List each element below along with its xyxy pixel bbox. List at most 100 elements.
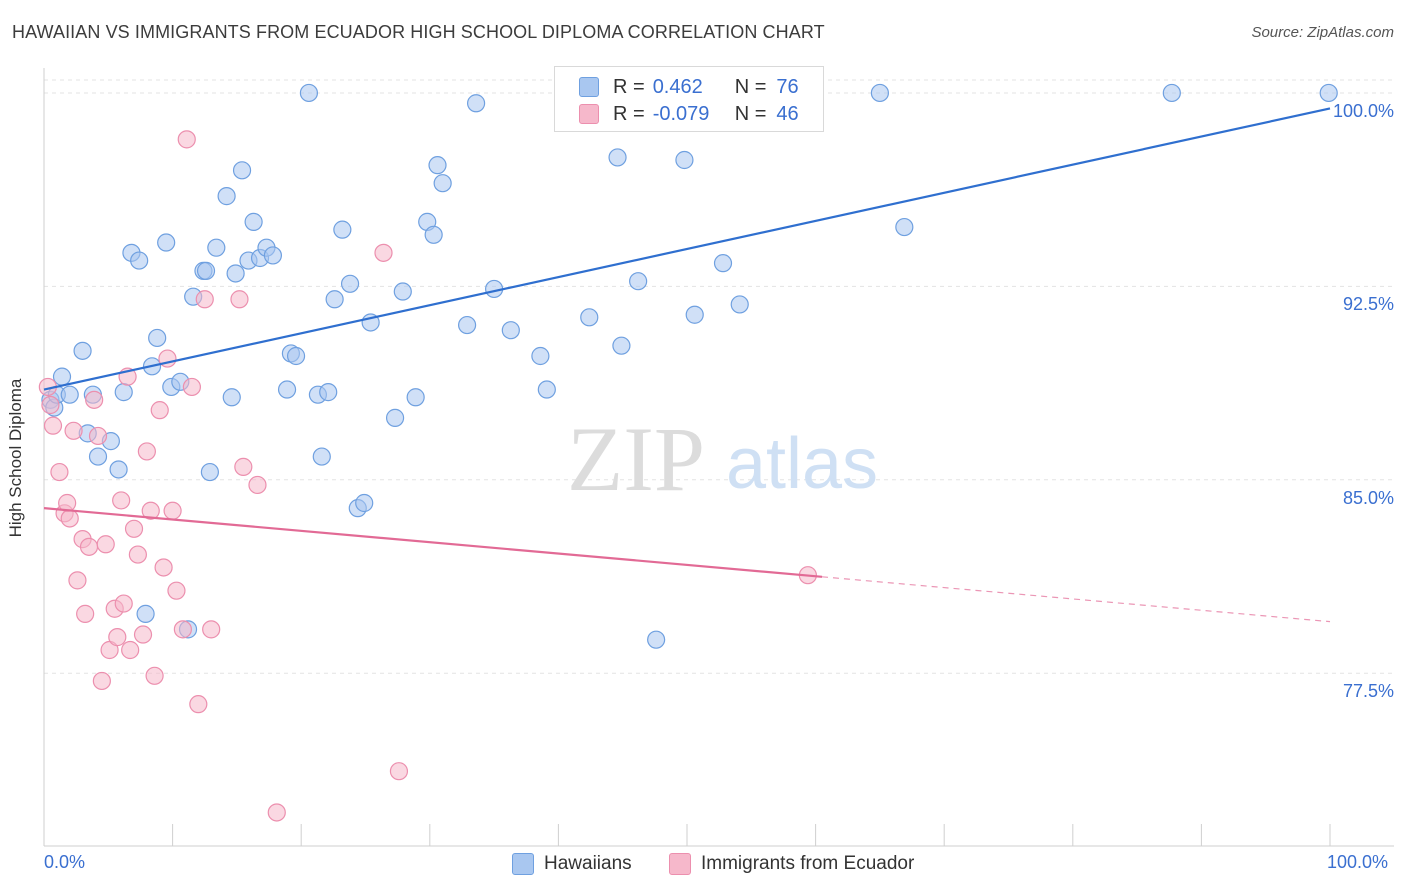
data-point <box>389 762 409 781</box>
x-tick-max: 100.0% <box>1327 852 1389 872</box>
legend-r-value: -0.079 <box>652 102 710 125</box>
data-point <box>232 161 252 180</box>
data-point <box>713 254 733 273</box>
data-point <box>167 581 186 600</box>
data-point <box>52 367 72 386</box>
data-point <box>226 264 245 283</box>
data-point <box>870 83 890 103</box>
data-point <box>108 628 127 647</box>
data-point <box>385 408 405 427</box>
data-point <box>60 509 79 528</box>
y-tick-label: 92.5% <box>1342 294 1394 315</box>
data-point <box>580 308 599 327</box>
data-point <box>207 238 226 257</box>
data-point <box>85 390 104 409</box>
data-point <box>248 475 267 495</box>
data-point <box>114 383 133 402</box>
data-point <box>60 385 79 404</box>
legend-n-label: N = <box>734 75 767 98</box>
data-point <box>150 401 169 420</box>
data-point <box>537 380 556 399</box>
data-point <box>457 315 477 335</box>
data-point <box>217 187 236 206</box>
data-point <box>141 501 160 520</box>
legend-r-label: R = <box>613 102 645 125</box>
data-point <box>629 272 648 291</box>
series-legend-ecuador: Immigrants from Ecuador <box>669 850 914 878</box>
data-point <box>244 212 263 231</box>
y-tick-label: 77.5% <box>1342 681 1394 702</box>
y-tick-label: 100.0% <box>1332 100 1394 121</box>
trend-lines <box>43 107 1331 623</box>
legend-swatch-hawaiians <box>512 853 534 875</box>
data-point <box>286 346 306 366</box>
data-point <box>177 130 196 149</box>
data-point <box>137 442 156 461</box>
data-point <box>124 519 144 538</box>
data-point <box>76 604 95 623</box>
watermark-atlas: atlas <box>726 424 878 504</box>
data-point <box>163 501 182 520</box>
data-point <box>612 336 631 355</box>
legend-r-label: R = <box>613 75 645 98</box>
data-point <box>333 220 352 239</box>
data-point <box>109 460 128 479</box>
trend-line <box>43 107 1331 391</box>
trend-line <box>43 507 823 578</box>
source-label: Source: ZipAtlas.com <box>1251 24 1394 41</box>
data-point <box>319 383 338 402</box>
data-point <box>88 447 108 466</box>
data-point <box>1319 83 1338 103</box>
data-point <box>312 447 331 466</box>
data-point <box>68 571 87 590</box>
data-point <box>133 625 153 644</box>
data-point <box>148 328 167 348</box>
legend-n-value: 46 <box>776 102 799 125</box>
data-point <box>675 150 694 170</box>
legend-swatch-hawaiians <box>579 77 599 97</box>
data-point <box>685 305 704 324</box>
data-point <box>466 94 486 113</box>
data-point <box>374 243 393 262</box>
data-point <box>128 545 147 564</box>
data-point <box>608 148 627 167</box>
data-point <box>895 217 914 237</box>
correlation-legend: R = 0.462 N = 76 R = -0.079 N = 46 <box>554 66 824 132</box>
data-points <box>38 83 1338 822</box>
legend-r-value: 0.462 <box>652 75 703 98</box>
data-point <box>501 321 520 340</box>
data-point <box>325 290 344 309</box>
data-point <box>114 594 133 613</box>
data-point <box>92 671 111 691</box>
data-point <box>234 457 253 476</box>
watermark: ZIP atlas <box>567 408 878 510</box>
legend-row-hawaiians: R = 0.462 N = 76 <box>579 73 799 101</box>
data-point <box>393 282 412 301</box>
data-point <box>96 535 115 554</box>
data-point <box>43 416 63 435</box>
legend-swatch-ecuador <box>669 853 691 875</box>
data-point <box>647 630 666 649</box>
data-point <box>406 388 425 407</box>
axes <box>43 68 1394 847</box>
data-point <box>41 395 60 415</box>
legend-label-hawaiians: Hawaiians <box>544 853 632 874</box>
data-point <box>50 462 69 482</box>
y-tick-label: 85.0% <box>1342 487 1394 508</box>
series-ecuador <box>38 130 817 822</box>
legend-row-ecuador: R = -0.079 N = 46 <box>579 100 799 128</box>
data-point <box>79 537 99 556</box>
data-point <box>277 380 297 399</box>
legend-swatch-ecuador <box>579 104 599 124</box>
data-point <box>263 246 283 265</box>
legend-n-value: 76 <box>776 75 799 98</box>
data-point <box>355 493 374 513</box>
series-legend-hawaiians: Hawaiians <box>512 850 632 878</box>
data-point <box>299 83 319 103</box>
data-point <box>195 290 214 309</box>
data-point <box>267 803 286 822</box>
chart-title: HAWAIIAN VS IMMIGRANTS FROM ECUADOR HIGH… <box>12 22 825 42</box>
data-point <box>173 620 192 639</box>
watermark-zip: ZIP <box>567 408 705 510</box>
legend-n-label: N = <box>734 102 767 125</box>
